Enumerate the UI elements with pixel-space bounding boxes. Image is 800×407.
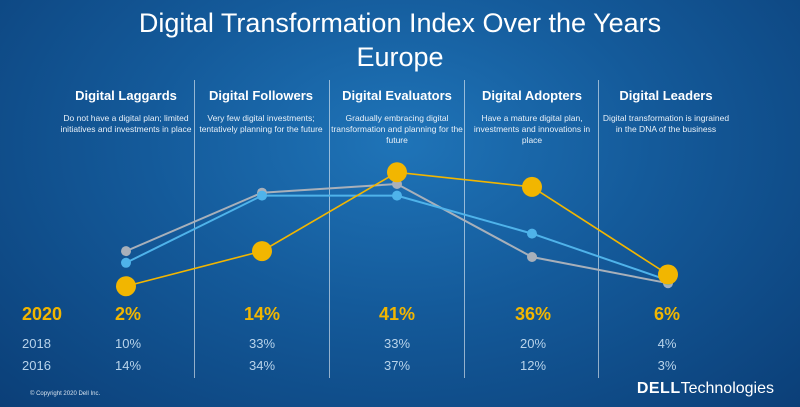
category-laggards: Digital Laggards Do not have a digital p… (60, 88, 192, 135)
value-2016: 34% (248, 358, 276, 373)
column-divider (464, 80, 465, 378)
category-followers: Digital Followers Very few digital inves… (195, 88, 327, 135)
category-adopters: Digital Adopters Have a mature digital p… (466, 88, 598, 146)
year-label-2016: 2016 (22, 358, 51, 373)
category-description: Have a mature digital plan, investments … (473, 113, 591, 145)
year-label-2020: 2020 (22, 304, 63, 324)
value-2018: 10% (114, 336, 142, 351)
value-2020: 36% (514, 304, 552, 324)
point-2020-1 (252, 241, 272, 262)
category-name: Digital Followers (208, 88, 313, 103)
point-2016-0 (121, 246, 131, 257)
value-2016: 14% (114, 358, 142, 373)
column-divider (329, 80, 330, 378)
point-2020-3 (522, 176, 542, 197)
series-line-2020 (125, 171, 669, 287)
chart-subtitle: Europe (356, 42, 444, 72)
value-2016: 12% (519, 358, 547, 373)
category-description: Very few digital investments; tentativel… (199, 113, 323, 134)
value-2018: 33% (383, 336, 411, 351)
value-2018: 20% (519, 336, 547, 351)
category-leaders: Digital Leaders Digital transformation i… (600, 88, 732, 135)
point-2018-2 (392, 190, 402, 201)
category-description: Digital transformation is ingrained in t… (602, 113, 730, 134)
category-name: Digital Leaders (619, 88, 713, 103)
point-2016-3 (527, 252, 537, 262)
point-2018-3 (527, 228, 537, 239)
category-evaluators: Digital Evaluators Gradually embracing d… (331, 88, 463, 146)
year-label-2018: 2018 (22, 336, 51, 351)
value-2016: 3% (657, 358, 677, 373)
category-name: Digital Evaluators (342, 88, 452, 103)
value-2018: 33% (248, 336, 276, 351)
value-2020: 6% (653, 304, 680, 324)
point-2018-0 (121, 257, 131, 268)
category-name: Digital Adopters (482, 88, 582, 103)
value-2020: 41% (378, 304, 416, 324)
category-description: Do not have a digital plan; limited init… (60, 113, 192, 134)
point-2020-4 (658, 264, 678, 285)
dell-technologies-logo: DELLTechnologies (636, 380, 774, 397)
value-2016: 37% (383, 358, 411, 373)
chart-title: Digital Transformation Index Over the Ye… (138, 8, 662, 38)
point-2020-2 (387, 162, 407, 183)
value-2020: 2% (114, 304, 141, 324)
point-2020-0 (116, 276, 136, 297)
category-name: Digital Laggards (75, 88, 177, 103)
value-2020: 14% (243, 304, 281, 324)
point-2018-1 (257, 190, 267, 201)
category-description: Gradually embracing digital transformati… (331, 113, 463, 145)
value-2018: 4% (657, 336, 677, 351)
copyright-text: © Copyright 2020 Dell Inc. (30, 391, 101, 397)
